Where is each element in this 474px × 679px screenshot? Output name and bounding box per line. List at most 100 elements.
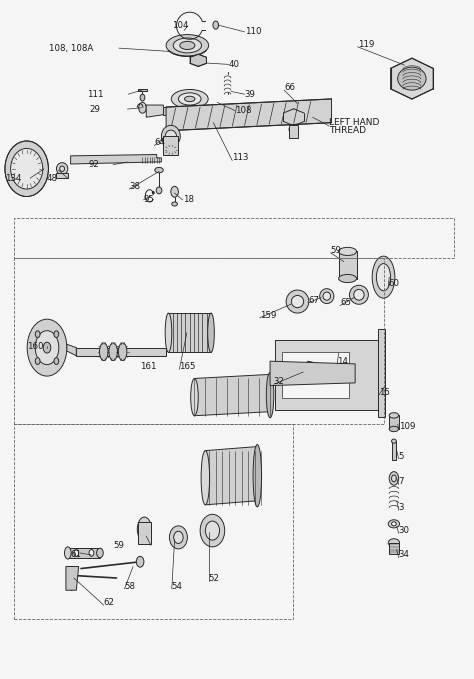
Circle shape: [43, 342, 51, 353]
Text: 58: 58: [125, 582, 136, 591]
Circle shape: [389, 472, 399, 485]
Ellipse shape: [165, 130, 176, 143]
Ellipse shape: [376, 263, 391, 291]
Bar: [163, 136, 178, 155]
Ellipse shape: [398, 67, 426, 90]
Text: 39: 39: [245, 90, 255, 98]
Polygon shape: [392, 441, 396, 460]
Text: 108, 108A: 108, 108A: [49, 43, 93, 53]
Text: 15: 15: [379, 388, 390, 397]
Polygon shape: [138, 90, 147, 92]
Ellipse shape: [292, 295, 304, 308]
Circle shape: [213, 21, 219, 29]
Text: 48: 48: [47, 174, 58, 183]
Text: 165: 165: [179, 362, 196, 371]
Text: 108: 108: [235, 106, 251, 115]
Ellipse shape: [172, 202, 177, 206]
Text: 38: 38: [129, 182, 140, 191]
Ellipse shape: [97, 548, 103, 557]
Ellipse shape: [201, 451, 210, 505]
Ellipse shape: [161, 126, 180, 147]
Ellipse shape: [349, 285, 368, 304]
Text: 65: 65: [340, 298, 351, 308]
Ellipse shape: [166, 35, 209, 56]
Bar: [289, 126, 299, 138]
Text: 32: 32: [274, 377, 285, 386]
Text: 59: 59: [114, 541, 125, 550]
Polygon shape: [194, 374, 270, 416]
Ellipse shape: [5, 141, 48, 196]
Ellipse shape: [289, 126, 299, 134]
Ellipse shape: [141, 522, 148, 536]
Circle shape: [140, 94, 145, 101]
Ellipse shape: [389, 426, 399, 432]
Circle shape: [171, 186, 178, 197]
Polygon shape: [190, 54, 207, 67]
Text: 64: 64: [155, 139, 165, 147]
Circle shape: [89, 549, 94, 556]
Text: 92: 92: [88, 160, 99, 169]
Text: 113: 113: [232, 153, 249, 162]
Text: 60: 60: [388, 280, 399, 289]
Text: 66: 66: [284, 83, 295, 92]
Ellipse shape: [156, 187, 162, 194]
Text: 52: 52: [209, 574, 219, 583]
Ellipse shape: [165, 313, 172, 352]
Text: 160: 160: [27, 342, 43, 351]
Ellipse shape: [173, 531, 183, 543]
Polygon shape: [66, 566, 79, 590]
Polygon shape: [138, 522, 151, 544]
Circle shape: [139, 103, 146, 113]
Polygon shape: [389, 416, 399, 429]
Polygon shape: [391, 58, 433, 99]
Polygon shape: [303, 361, 341, 380]
Ellipse shape: [392, 521, 396, 526]
Circle shape: [35, 331, 40, 337]
Polygon shape: [389, 543, 399, 553]
Polygon shape: [213, 105, 223, 117]
Text: 14: 14: [337, 356, 348, 366]
Polygon shape: [68, 548, 100, 557]
Text: 18: 18: [182, 196, 194, 204]
Polygon shape: [67, 344, 76, 356]
Ellipse shape: [169, 526, 187, 549]
Ellipse shape: [392, 439, 396, 443]
Ellipse shape: [137, 517, 152, 541]
Ellipse shape: [372, 256, 395, 298]
Polygon shape: [163, 107, 213, 115]
Circle shape: [35, 358, 40, 365]
Circle shape: [27, 319, 67, 376]
Text: 30: 30: [399, 526, 410, 535]
Polygon shape: [205, 447, 257, 505]
Text: 67: 67: [308, 295, 319, 305]
Ellipse shape: [388, 519, 400, 528]
Text: 59: 59: [330, 246, 341, 255]
Text: 104: 104: [172, 21, 189, 31]
Text: 61: 61: [71, 551, 82, 559]
Ellipse shape: [100, 343, 108, 361]
Ellipse shape: [354, 289, 364, 300]
Polygon shape: [146, 105, 164, 117]
Bar: [14, 217, 455, 258]
Text: THREAD: THREAD: [329, 126, 366, 135]
Circle shape: [54, 358, 59, 365]
Ellipse shape: [118, 343, 127, 361]
Circle shape: [137, 556, 144, 567]
Bar: [14, 258, 383, 424]
Text: 3: 3: [399, 503, 404, 512]
Polygon shape: [378, 329, 385, 417]
Text: 5: 5: [399, 452, 404, 460]
Ellipse shape: [208, 313, 214, 352]
Text: 40: 40: [229, 60, 240, 69]
Ellipse shape: [155, 168, 163, 173]
Text: 95: 95: [144, 196, 155, 204]
Circle shape: [35, 331, 59, 365]
Ellipse shape: [323, 292, 330, 300]
Ellipse shape: [191, 378, 198, 416]
Ellipse shape: [338, 247, 356, 255]
Text: 111: 111: [87, 90, 104, 98]
Ellipse shape: [60, 166, 64, 172]
Polygon shape: [282, 352, 349, 398]
Ellipse shape: [200, 514, 225, 547]
Ellipse shape: [205, 521, 219, 540]
